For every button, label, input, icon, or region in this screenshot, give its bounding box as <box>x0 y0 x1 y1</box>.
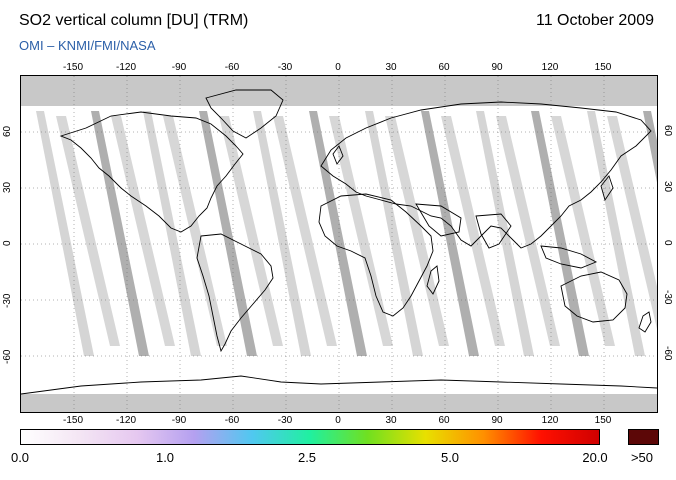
japan-outline <box>600 175 614 202</box>
top-lon-tick: -30 <box>277 62 293 73</box>
australia-outline <box>560 271 628 323</box>
southeast-asia-outline <box>540 245 598 269</box>
orbit-gap-band <box>91 111 149 356</box>
north-america-outline <box>59 111 244 233</box>
orbit-gap-band <box>143 111 201 356</box>
britain-outline <box>332 145 344 165</box>
right-lat-tick: 30 <box>662 181 673 193</box>
orbit-gap-band <box>421 111 479 356</box>
top-lon-tick: -60 <box>224 62 240 73</box>
bottom-lon-tick: 60 <box>438 415 450 426</box>
orbit-swaths <box>36 111 657 356</box>
orbit-gap-band <box>36 111 94 356</box>
colorbar-label: 1.0 <box>155 450 175 465</box>
bottom-lon-tick: -30 <box>277 415 293 426</box>
left-lat-tick: -30 <box>2 293 13 308</box>
arabia-outline <box>415 203 462 237</box>
orbit-gap-band <box>476 111 534 356</box>
bottom-lon-tick: -120 <box>115 415 137 426</box>
orbit-gap-band <box>496 116 560 346</box>
orbit-gap-band <box>309 111 367 356</box>
orbit-gap-band <box>219 116 283 346</box>
over-50-label: >50 <box>630 450 654 465</box>
orbit-gap-band <box>56 116 120 346</box>
top-lon-tick: 150 <box>594 62 612 73</box>
credit-line: OMI – KNMI/FMI/NASA <box>19 38 156 53</box>
orbit-gap-band <box>551 116 615 346</box>
madagascar-outline <box>426 265 440 295</box>
south-america-outline <box>196 233 274 353</box>
india-outline <box>475 213 512 249</box>
left-lat-tick: -60 <box>2 349 13 364</box>
bottom-lon-tick: -90 <box>171 415 187 426</box>
colorbar-label: 2.5 <box>297 450 317 465</box>
left-lat-tick: 0 <box>2 240 13 246</box>
bottom-lon-tick: 120 <box>541 415 559 426</box>
left-lat-tick: 30 <box>2 181 13 193</box>
top-lon-tick: 0 <box>335 62 341 73</box>
top-lon-tick: 30 <box>385 62 397 73</box>
color-scale-bar <box>20 429 600 445</box>
colorbar-label: 5.0 <box>440 450 460 465</box>
orbit-gap-band <box>329 116 393 346</box>
bottom-lon-tick: -150 <box>62 415 84 426</box>
colorbar-label: 0.0 <box>10 450 30 465</box>
orbit-gap-band <box>531 111 589 356</box>
graticule <box>21 76 657 412</box>
orbit-gap-band <box>273 116 337 346</box>
greenland-outline <box>205 89 284 139</box>
world-map <box>20 75 658 413</box>
right-lat-tick: 60 <box>662 125 673 137</box>
right-lat-tick: -30 <box>662 290 673 305</box>
top-lon-tick: 120 <box>541 62 559 73</box>
right-lat-tick: 0 <box>662 240 673 246</box>
top-lon-tick: -120 <box>115 62 137 73</box>
bottom-lon-tick: 150 <box>594 415 612 426</box>
bottom-lon-tick: 90 <box>491 415 503 426</box>
bottom-lon-tick: -60 <box>224 415 240 426</box>
orbit-gap-band <box>385 116 449 346</box>
top-lon-tick: 60 <box>438 62 450 73</box>
map-date: 11 October 2009 <box>535 12 654 29</box>
south-polar-nodata <box>21 394 657 412</box>
top-lon-tick: -90 <box>171 62 187 73</box>
orbit-gap-band <box>365 111 423 356</box>
orbit-gap-band <box>253 111 311 356</box>
bottom-lon-tick: 30 <box>385 415 397 426</box>
map-canvas <box>21 76 657 412</box>
orbit-gap-band <box>587 111 645 356</box>
orbit-gap-band <box>163 116 227 346</box>
new-zealand-outline <box>638 311 652 333</box>
orbit-gap-band <box>441 116 505 346</box>
orbit-gap-band <box>607 116 657 329</box>
orbit-gap-band <box>643 111 657 183</box>
map-title: SO2 vertical column [DU] (TRM) <box>19 12 249 29</box>
colorbar-label: 20.0 <box>582 450 608 465</box>
top-lon-tick: -150 <box>62 62 84 73</box>
bottom-lon-tick: 0 <box>335 415 341 426</box>
orbit-gap-band <box>199 111 257 356</box>
over-50-swatch <box>628 429 659 445</box>
africa-outline <box>318 193 434 317</box>
coastlines <box>21 89 657 395</box>
right-lat-tick: -60 <box>662 346 673 361</box>
antarctica-outline <box>21 375 657 395</box>
left-lat-tick: 60 <box>2 125 13 137</box>
orbit-gap-band <box>111 116 175 346</box>
top-lon-tick: 90 <box>491 62 503 73</box>
eurasia-outline <box>320 101 652 249</box>
